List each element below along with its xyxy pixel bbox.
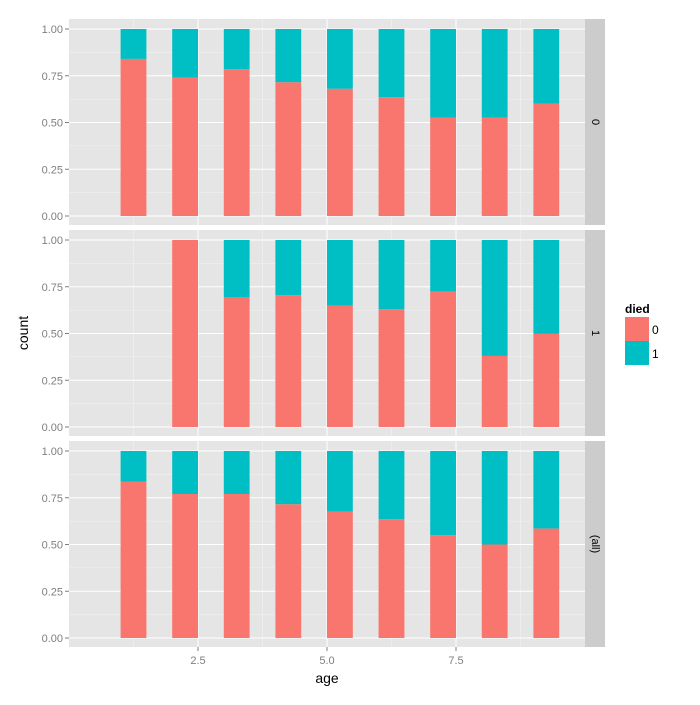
bar-died-0 (378, 519, 405, 638)
bar-died-0 (378, 97, 405, 216)
x-tick-label: 7.5 (448, 655, 463, 667)
y-tick-label: 0.50 (42, 329, 63, 341)
bar-died-1 (172, 451, 198, 495)
legend-key (625, 341, 649, 365)
y-tick-label: 1.00 (42, 446, 63, 458)
bar-died-0 (430, 117, 456, 216)
y-tick-label: 0.25 (42, 375, 63, 387)
facet-strip (585, 441, 605, 647)
y-tick-label: 0.75 (42, 282, 63, 294)
bar-died-0 (533, 528, 560, 638)
y-tick-label: 0.75 (42, 71, 63, 83)
bar-died-0 (327, 305, 353, 427)
bar-died-1 (481, 451, 508, 545)
facet-strip (585, 230, 605, 436)
y-tick-label: 0.50 (42, 118, 63, 130)
bar-died-0 (120, 58, 147, 216)
bar-died-1 (481, 240, 508, 356)
bar-died-1 (275, 29, 302, 83)
bar-died-0 (172, 77, 198, 217)
bar-died-0 (378, 309, 405, 427)
bar-died-0 (172, 240, 198, 427)
legend-label: 0 (652, 323, 659, 337)
bar-died-0 (327, 511, 353, 638)
bar-died-0 (481, 355, 508, 427)
y-tick-label: 0.00 (42, 422, 63, 434)
bar-died-0 (481, 544, 508, 638)
bar-died-0 (172, 494, 198, 638)
y-tick-label: 0.50 (42, 540, 63, 552)
bar-died-0 (275, 295, 302, 427)
legend-key (625, 317, 649, 341)
y-tick-label: 0.00 (42, 633, 63, 645)
x-tick-label: 2.5 (190, 655, 205, 667)
bar-died-1 (172, 29, 198, 78)
y-tick-label: 1.00 (42, 235, 63, 247)
bar-died-1 (327, 451, 353, 512)
facet-label: 0 (589, 119, 601, 125)
bar-died-0 (533, 333, 560, 427)
y-tick-label: 0.25 (42, 586, 63, 598)
bar-died-0 (223, 69, 250, 216)
bar-died-0 (533, 103, 560, 216)
bar-died-1 (275, 451, 302, 505)
x-tick-label: 5.0 (319, 655, 334, 667)
bar-died-1 (120, 451, 147, 482)
bar-died-0 (430, 535, 456, 638)
bar-died-1 (481, 29, 508, 118)
facet-label: 1 (589, 330, 601, 336)
bar-died-1 (378, 240, 405, 310)
bar-died-0 (275, 82, 302, 216)
bar-died-1 (430, 240, 456, 292)
y-tick-label: 0.25 (42, 164, 63, 176)
bar-died-1 (430, 29, 456, 118)
x-axis-label: age (315, 670, 339, 686)
bar-died-0 (223, 297, 250, 427)
bar-died-0 (327, 88, 353, 216)
bar-died-1 (533, 451, 560, 529)
bar-died-1 (120, 29, 147, 59)
facet-label: (all) (589, 535, 601, 553)
bar-died-1 (327, 240, 353, 306)
y-tick-label: 1.00 (42, 24, 63, 36)
bar-died-0 (430, 291, 456, 427)
bar-died-1 (533, 240, 560, 334)
bar-died-1 (327, 29, 353, 89)
bar-died-1 (275, 240, 302, 296)
bar-died-1 (223, 451, 250, 495)
bar-died-1 (430, 451, 456, 536)
bar-died-1 (533, 29, 560, 104)
facet-strip (585, 19, 605, 225)
bar-died-1 (378, 451, 405, 520)
bar-died-0 (481, 117, 508, 216)
y-axis-label: count (15, 316, 31, 350)
bar-died-0 (223, 494, 250, 638)
bar-died-1 (378, 29, 405, 98)
legend-label: 1 (652, 347, 659, 361)
bar-died-0 (120, 481, 147, 638)
y-tick-label: 0.00 (42, 211, 63, 223)
bar-died-1 (223, 29, 250, 70)
legend-title: died (625, 302, 650, 316)
bar-died-1 (223, 240, 250, 298)
y-tick-label: 0.75 (42, 493, 63, 505)
bar-died-0 (275, 504, 302, 638)
